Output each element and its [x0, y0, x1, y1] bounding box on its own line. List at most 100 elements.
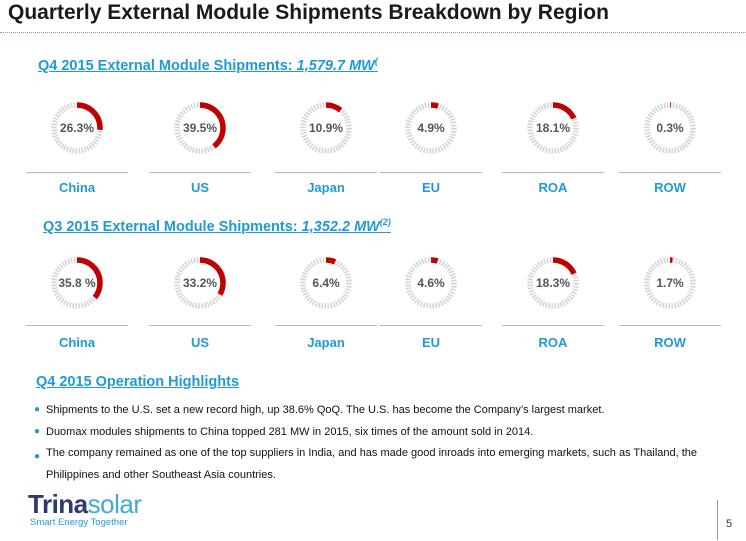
donut-q3-eu: 4.6% [399, 251, 463, 315]
donut-percent-label: 4.9% [417, 121, 445, 135]
slide-title: Quarterly External Module Shipments Brea… [8, 1, 609, 24]
donut-q3-row: 1.7% [638, 251, 702, 315]
donut-q4-china: 26.3% [45, 96, 109, 160]
donut-chart-svg [527, 102, 579, 154]
trinasolar-logo: Trinasolar Smart Energy Together [28, 489, 148, 533]
donut-share-arc [51, 102, 103, 154]
donut-track [405, 102, 457, 154]
donut-track [300, 257, 352, 309]
donut-share-arc [405, 257, 457, 309]
donut-chart-svg [300, 257, 352, 309]
donut-share-arc [300, 102, 352, 154]
donut-chart-svg [405, 257, 457, 309]
donut-share-arc [405, 102, 457, 154]
region-label-row: ROW [654, 180, 686, 195]
donut-track [644, 102, 696, 154]
region-label-china: China [58, 335, 96, 350]
region-label-eu: EU [421, 335, 441, 350]
donut-chart-svg [527, 257, 579, 309]
region-label-japan: Japan [307, 335, 345, 350]
bullet-dot-icon: ● [34, 404, 41, 415]
donut-percent-label: 26.3% [59, 121, 95, 135]
region-baseline [380, 325, 482, 326]
donut-share-arc [644, 257, 696, 309]
logo-word-a: Trina [28, 489, 88, 519]
donut-chart-svg [405, 102, 457, 154]
q3-label: Q3 2015 External Module Shipments: [43, 218, 302, 235]
q3-section-title: Q3 2015 External Module Shipments: 1,352… [43, 217, 391, 235]
q3-value: 1,352.2 MW [301, 218, 380, 235]
donut-chart-svg [644, 257, 696, 309]
region-baseline [502, 325, 604, 326]
donut-percent-label: 1.7% [656, 276, 684, 290]
donut-q4-row: 0.3% [638, 96, 702, 160]
donut-track [644, 257, 696, 309]
donut-share-arc [644, 102, 696, 154]
donut-share-arc [174, 257, 226, 309]
region-label-row: ROW [654, 335, 686, 350]
donut-percent-label: 0.3% [656, 121, 684, 135]
region-baseline [619, 325, 721, 326]
donut-q3-roa: 18.3% [521, 251, 585, 315]
region-label-us: US [190, 180, 210, 195]
donut-percent-label: 18.1% [535, 121, 571, 135]
bullet-dot-icon: ● [34, 426, 41, 437]
donut-chart-svg [51, 257, 103, 309]
q4-section-title: Q4 2015 External Module Shipments: 1,579… [38, 56, 378, 74]
region-baseline [149, 325, 251, 326]
donut-q3-japan: 6.4% [294, 251, 358, 315]
donut-chart-svg [51, 102, 103, 154]
highlight-text: Shipments to the U.S. set a new record h… [46, 404, 605, 416]
donut-q3-china: 35.8 % [45, 251, 109, 315]
region-baseline [619, 172, 721, 173]
donut-chart-svg [644, 102, 696, 154]
logo-tagline: Smart Energy Together [30, 517, 128, 528]
q4-label: Q4 2015 External Module Shipments: [38, 57, 297, 74]
title-divider [0, 32, 746, 33]
region-baseline [275, 325, 377, 326]
region-baseline [26, 172, 128, 173]
bullet-dot-icon: ● [34, 451, 41, 462]
logo-wordmark: Trinasolar [28, 489, 142, 519]
donut-chart-svg [174, 102, 226, 154]
region-baseline [380, 172, 482, 173]
region-baseline [26, 325, 128, 326]
donut-track [300, 102, 352, 154]
q4-value: 1,579.7 MW [296, 57, 375, 74]
donut-q4-eu: 4.9% [399, 96, 463, 160]
highlight-text: The company remained as one of the top s… [46, 447, 698, 481]
donut-chart-svg [174, 257, 226, 309]
donut-track [527, 102, 579, 154]
donut-percent-label: 6.4% [312, 276, 340, 290]
donut-share-arc [527, 102, 579, 154]
donut-share-arc [527, 257, 579, 309]
highlight-item: ● The company remained as one of the top … [34, 443, 714, 486]
page-number-divider [717, 500, 718, 540]
region-baseline [275, 172, 377, 173]
region-label-japan: Japan [307, 180, 345, 195]
page-number: 5 [726, 518, 733, 530]
donut-percent-label: 4.6% [417, 276, 445, 290]
highlight-text: Duomax modules shipments to China topped… [46, 426, 534, 438]
region-baseline [502, 172, 604, 173]
q3-footnote: (2) [379, 217, 391, 227]
donut-percent-label: 10.9% [308, 121, 344, 135]
region-label-roa: ROA [538, 180, 568, 195]
region-label-eu: EU [421, 180, 441, 195]
region-label-china: China [58, 180, 96, 195]
donut-q4-japan: 10.9% [294, 96, 358, 160]
donut-percent-label: 33.2% [182, 276, 218, 290]
donut-percent-label: 18.3% [535, 276, 571, 290]
donut-share-arc [174, 102, 226, 154]
donut-q4-roa: 18.1% [521, 96, 585, 160]
region-label-roa: ROA [538, 335, 568, 350]
donut-percent-label: 39.5% [182, 121, 218, 135]
donut-share-arc [51, 257, 103, 309]
highlight-item: ● Shipments to the U.S. set a new record … [34, 402, 714, 418]
donut-q3-us: 33.2% [168, 251, 232, 315]
donut-percent-label: 35.8 % [58, 276, 96, 290]
highlights-title: Q4 2015 Operation Highlights [36, 374, 240, 390]
donut-chart-svg [300, 102, 352, 154]
donut-q4-us: 39.5% [168, 96, 232, 160]
highlights-list: ● Shipments to the U.S. set a new record … [34, 402, 714, 492]
